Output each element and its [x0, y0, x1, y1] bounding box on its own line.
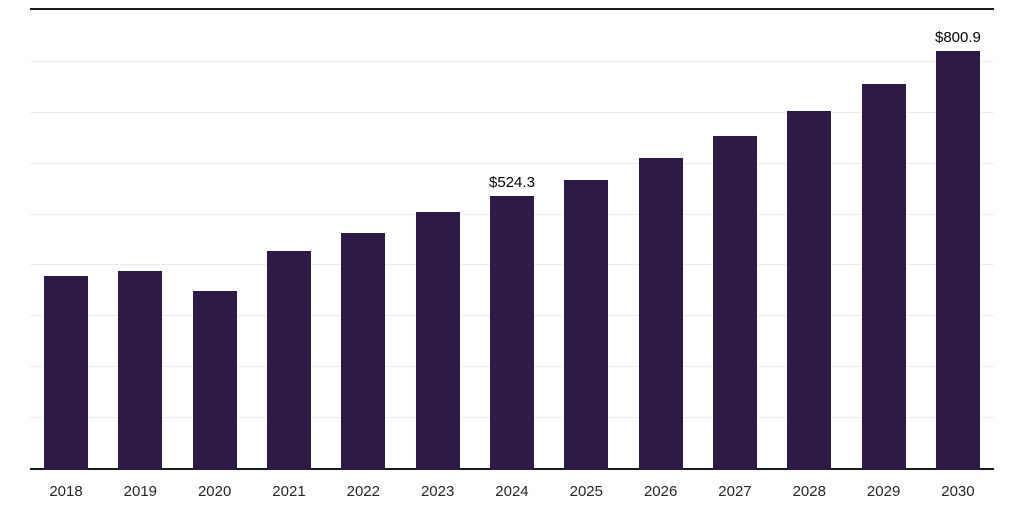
bar: [638, 158, 683, 470]
bar: [861, 84, 906, 470]
bar: [44, 276, 88, 470]
x-axis-tick-label: 2022: [346, 482, 380, 500]
bar: [192, 291, 237, 470]
x-axis-tick-label: 2029: [866, 482, 901, 500]
bar: [266, 251, 311, 470]
bar-column: 2018: [44, 8, 88, 512]
x-axis-tick-label: 2023: [420, 482, 455, 500]
x-axis-tick-label: 2018: [49, 482, 83, 500]
bar-column: 2026: [638, 8, 683, 512]
x-axis-tick-label: 2021: [272, 482, 306, 500]
bar-value-label: $800.9: [935, 29, 981, 46]
bar: [935, 51, 980, 470]
bar-value-label: $524.3: [489, 174, 535, 191]
x-axis-tick-label: 2025: [569, 482, 603, 500]
bar: [489, 196, 534, 470]
bar: [712, 136, 757, 470]
x-axis-tick-label: 2030: [941, 482, 975, 500]
bar-column: $524.3 2024: [489, 8, 535, 512]
bar-column: 2019: [118, 8, 163, 512]
bar: [341, 233, 386, 470]
bar-column: 2021: [266, 8, 311, 512]
bar-column: 2027: [712, 8, 757, 512]
gridline: [30, 60, 994, 62]
x-axis-tick-label: 2020: [197, 482, 232, 500]
gridline: [30, 162, 994, 164]
bar: [564, 180, 609, 470]
x-axis-tick-label: 2019: [123, 482, 158, 500]
bar: [787, 111, 832, 470]
bar-column: 2025: [564, 8, 609, 512]
x-axis-tick-label: 2026: [643, 482, 678, 500]
bar-column: 2029: [861, 8, 906, 512]
bar: [118, 271, 163, 470]
gridline: [30, 111, 994, 113]
x-axis-tick-label: 2027: [718, 482, 752, 500]
bar-column: 2023: [415, 8, 460, 512]
bar-column: 2022: [341, 8, 386, 512]
x-axis-tick-label: 2024: [495, 482, 529, 500]
bar: [415, 212, 460, 470]
bar-column: $800.9 2030: [935, 8, 981, 512]
x-axis-tick-label: 2028: [792, 482, 826, 500]
bar-column: 2020: [192, 8, 237, 512]
bars-row: 2018 2019 2020 2021 2022 2023 $524.3 2024 2025 20…: [30, 8, 994, 512]
bar-column: 2028: [787, 8, 832, 512]
